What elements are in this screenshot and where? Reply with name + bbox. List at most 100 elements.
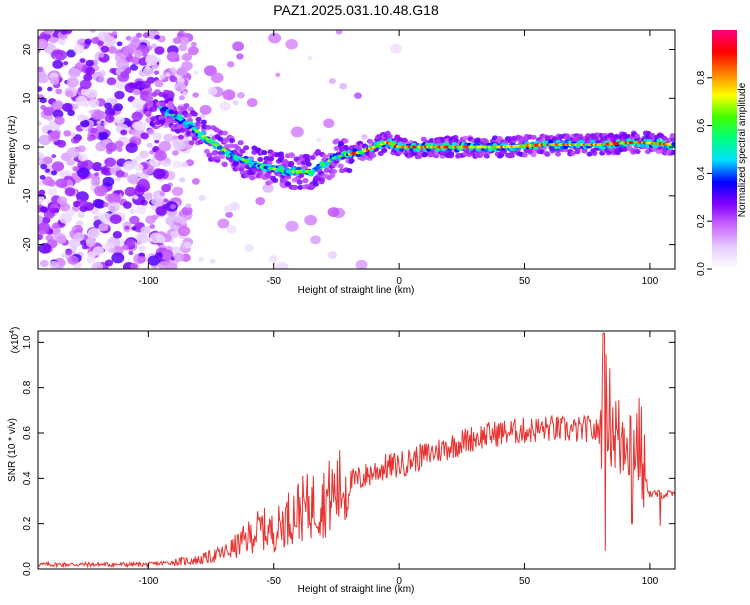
heatmap-cell bbox=[131, 226, 137, 231]
heatmap-cell bbox=[39, 259, 49, 268]
heatmap-cell bbox=[586, 151, 593, 157]
heatmap-cell bbox=[670, 136, 675, 142]
heatmap-cell bbox=[669, 133, 675, 139]
heatmap-cell bbox=[162, 204, 168, 209]
heatmap-cell bbox=[160, 102, 167, 108]
x-tick-label: -100 bbox=[138, 576, 158, 587]
heatmap-cell bbox=[94, 185, 108, 197]
heatmap-cell bbox=[104, 107, 116, 117]
snr-y-ticks: 0.0 0.2 0.4 0.6 0.8 1.0 bbox=[22, 335, 675, 576]
heatmap-cell bbox=[78, 153, 88, 162]
heatmap-cell bbox=[49, 76, 60, 85]
heatmap-cell bbox=[47, 86, 53, 92]
x-tick-label: 100 bbox=[642, 576, 659, 587]
heatmap-cell bbox=[129, 38, 141, 48]
heatmap-cell bbox=[95, 124, 106, 133]
heatmap-cell bbox=[262, 183, 274, 193]
snr-multiplier: (x104) bbox=[9, 327, 21, 354]
heatmap-cell bbox=[483, 153, 490, 159]
heatmap-cell bbox=[54, 50, 67, 61]
heatmap-cell bbox=[159, 191, 166, 196]
heatmap-cell bbox=[192, 92, 199, 98]
heatmap-cell bbox=[90, 109, 104, 120]
heatmap-cell bbox=[115, 170, 125, 178]
heatmap-cell bbox=[483, 147, 489, 153]
heatmap-cell bbox=[268, 156, 275, 162]
heatmap-cell bbox=[92, 198, 104, 208]
heatmap-cell bbox=[135, 155, 143, 161]
heatmap-cell bbox=[171, 69, 178, 75]
heatmap-cell bbox=[482, 139, 489, 145]
heatmap-cell bbox=[172, 135, 178, 140]
heatmap-cell bbox=[154, 46, 165, 55]
colorbar-gradient bbox=[712, 30, 737, 269]
heatmap-cell bbox=[261, 150, 268, 156]
heatmap-cell bbox=[207, 87, 218, 96]
heatmap-cell bbox=[257, 156, 264, 162]
heatmap-cell bbox=[158, 140, 172, 152]
heatmap-cell bbox=[339, 83, 347, 90]
heatmap-cell bbox=[43, 106, 54, 116]
heatmap-cell bbox=[166, 262, 178, 269]
heatmap-cell bbox=[122, 244, 129, 251]
heatmap-cell bbox=[38, 86, 43, 92]
heatmap-cell bbox=[127, 174, 139, 184]
heatmap-cell bbox=[134, 120, 147, 131]
heatmap-cell bbox=[154, 252, 163, 259]
heatmap-cell bbox=[71, 226, 77, 231]
heatmap-cell bbox=[233, 160, 240, 166]
colorbar-tick-label: 0.6 bbox=[696, 118, 707, 132]
heatmap-cell bbox=[80, 119, 90, 128]
heatmap-cell bbox=[106, 77, 117, 86]
heatmap-cell bbox=[38, 233, 44, 241]
heatmap-cell bbox=[114, 140, 124, 148]
heatmap-cell bbox=[361, 134, 368, 140]
heatmap-cell bbox=[152, 168, 166, 180]
heatmap-cell bbox=[199, 104, 212, 115]
heatmap-cell bbox=[39, 230, 45, 235]
heatmap-cell bbox=[94, 172, 100, 177]
heatmap-cell bbox=[187, 46, 199, 56]
heatmap-cell bbox=[124, 225, 130, 230]
heatmap-cell bbox=[198, 194, 206, 201]
heatmap-cell bbox=[163, 122, 170, 128]
snr-ylabel: SNR (10 * v/v) bbox=[7, 418, 18, 482]
snr-series-line bbox=[38, 332, 675, 569]
heatmap-cell bbox=[656, 138, 662, 143]
heatmap-cell bbox=[85, 238, 96, 247]
heatmap-cell bbox=[123, 160, 136, 171]
heatmap-cell bbox=[173, 252, 185, 262]
heatmap-cell bbox=[661, 135, 668, 141]
heatmap-cell bbox=[85, 66, 96, 76]
heatmap-cell bbox=[284, 181, 291, 187]
heatmap-cell bbox=[150, 43, 157, 49]
heatmap-cell bbox=[131, 111, 143, 121]
heatmap-cell bbox=[67, 255, 79, 265]
y-tick-label: 0.2 bbox=[22, 516, 33, 530]
heatmap-cell bbox=[44, 168, 51, 173]
heatmap-cell bbox=[99, 212, 113, 224]
heatmap-cell bbox=[177, 67, 187, 75]
heatmap-cell bbox=[221, 161, 228, 167]
colorbar: 0.0 0.2 0.4 0.6 0.8 Normalized spectral ampl… bbox=[696, 30, 748, 276]
heatmap-cell bbox=[246, 98, 258, 108]
heatmap-cell bbox=[102, 176, 115, 187]
heatmap-cell bbox=[54, 116, 65, 125]
colorbar-tick-label: 0.0 bbox=[696, 262, 707, 276]
heatmap-cell bbox=[172, 37, 182, 45]
heatmap-cell bbox=[315, 148, 322, 154]
heatmap-cell bbox=[182, 91, 188, 96]
heatmap-cell bbox=[40, 206, 48, 213]
heatmap-cell bbox=[666, 142, 672, 146]
heatmap-cell bbox=[115, 116, 125, 124]
heatmap-cell bbox=[79, 79, 92, 90]
heatmap-cell bbox=[91, 37, 100, 45]
heatmap-cell bbox=[105, 142, 118, 152]
y-tick-label: 0.6 bbox=[22, 426, 33, 440]
heatmap-cell bbox=[142, 66, 154, 77]
heatmap-cell bbox=[530, 134, 537, 140]
heatmap-cell bbox=[66, 158, 76, 166]
heatmap-cell bbox=[182, 52, 193, 62]
heatmap-cell bbox=[141, 80, 151, 89]
heatmap-cell bbox=[135, 32, 143, 38]
